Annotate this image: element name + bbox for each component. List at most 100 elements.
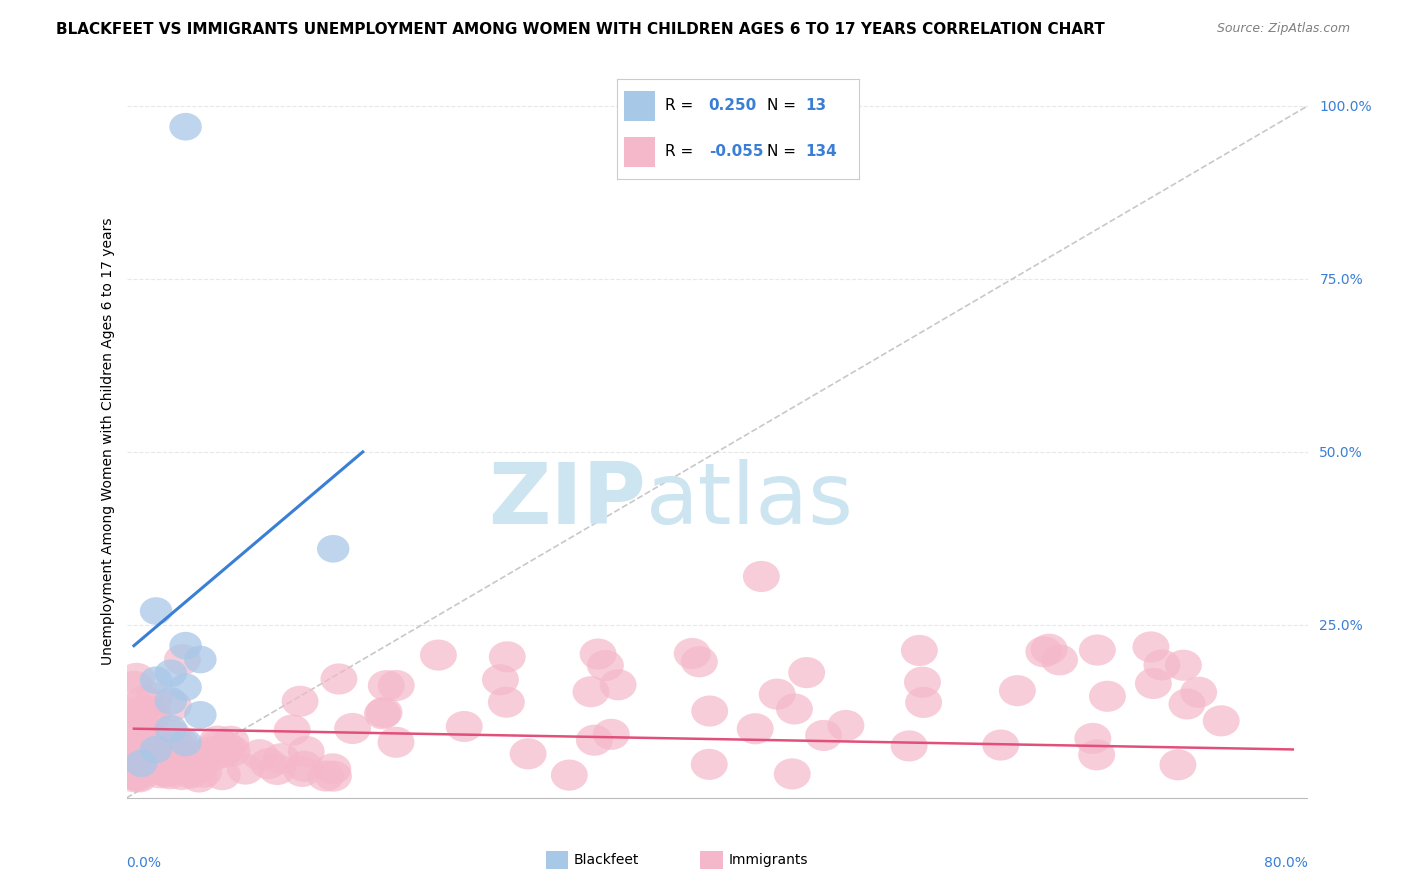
Ellipse shape <box>226 754 264 785</box>
Ellipse shape <box>121 761 157 792</box>
Ellipse shape <box>1166 649 1202 681</box>
Ellipse shape <box>1180 677 1218 708</box>
Ellipse shape <box>1160 749 1197 780</box>
Ellipse shape <box>115 733 153 764</box>
Ellipse shape <box>115 729 152 760</box>
Ellipse shape <box>579 639 617 670</box>
Ellipse shape <box>593 719 630 750</box>
Text: 80.0%: 80.0% <box>1264 856 1308 870</box>
Ellipse shape <box>142 757 179 789</box>
Ellipse shape <box>281 686 319 717</box>
Ellipse shape <box>692 696 728 727</box>
Ellipse shape <box>128 701 165 732</box>
Ellipse shape <box>1074 723 1111 754</box>
Ellipse shape <box>115 759 152 790</box>
Ellipse shape <box>335 713 371 744</box>
Ellipse shape <box>315 761 352 792</box>
Ellipse shape <box>904 666 941 698</box>
Ellipse shape <box>1135 668 1171 699</box>
Text: BLACKFEET VS IMMIGRANTS UNEMPLOYMENT AMONG WOMEN WITH CHILDREN AGES 6 TO 17 YEAR: BLACKFEET VS IMMIGRANTS UNEMPLOYMENT AMO… <box>56 22 1105 37</box>
Ellipse shape <box>143 754 181 785</box>
Ellipse shape <box>737 714 773 744</box>
Ellipse shape <box>681 646 718 677</box>
Ellipse shape <box>128 731 166 762</box>
Ellipse shape <box>115 758 152 789</box>
Ellipse shape <box>115 671 152 702</box>
Ellipse shape <box>482 665 519 695</box>
Ellipse shape <box>1078 739 1115 771</box>
Ellipse shape <box>1090 681 1126 712</box>
Ellipse shape <box>115 756 152 788</box>
Ellipse shape <box>828 710 865 741</box>
Ellipse shape <box>169 632 202 659</box>
Ellipse shape <box>121 698 157 730</box>
Ellipse shape <box>142 755 179 786</box>
Ellipse shape <box>789 657 825 689</box>
Text: 0.0%: 0.0% <box>127 856 162 870</box>
Ellipse shape <box>115 755 152 786</box>
Ellipse shape <box>184 701 217 729</box>
Ellipse shape <box>195 739 232 771</box>
Ellipse shape <box>138 750 174 781</box>
Ellipse shape <box>806 720 842 751</box>
Ellipse shape <box>139 598 173 625</box>
Ellipse shape <box>129 696 166 727</box>
Ellipse shape <box>285 751 323 782</box>
Ellipse shape <box>776 693 813 724</box>
Ellipse shape <box>509 739 547 770</box>
Ellipse shape <box>169 673 202 701</box>
Ellipse shape <box>208 731 245 763</box>
Ellipse shape <box>139 736 173 764</box>
Text: ZIP: ZIP <box>488 459 647 542</box>
Ellipse shape <box>134 698 172 730</box>
Ellipse shape <box>905 687 942 718</box>
Ellipse shape <box>163 759 200 790</box>
Ellipse shape <box>169 729 202 756</box>
Ellipse shape <box>1078 634 1116 665</box>
Ellipse shape <box>162 734 198 765</box>
Ellipse shape <box>131 734 169 765</box>
Ellipse shape <box>162 728 198 759</box>
Ellipse shape <box>1168 689 1205 720</box>
Ellipse shape <box>315 754 352 784</box>
Ellipse shape <box>316 535 350 563</box>
Ellipse shape <box>120 704 157 735</box>
Ellipse shape <box>259 754 295 785</box>
Ellipse shape <box>759 679 796 710</box>
Ellipse shape <box>117 733 155 764</box>
Ellipse shape <box>366 697 402 728</box>
Ellipse shape <box>1202 706 1240 737</box>
Ellipse shape <box>378 727 415 758</box>
Ellipse shape <box>1132 632 1170 663</box>
Ellipse shape <box>115 751 152 782</box>
Text: atlas: atlas <box>647 459 855 542</box>
Ellipse shape <box>983 730 1019 761</box>
Ellipse shape <box>690 748 728 780</box>
Ellipse shape <box>121 749 157 780</box>
Ellipse shape <box>599 669 637 700</box>
Ellipse shape <box>1025 636 1063 667</box>
Ellipse shape <box>115 761 152 792</box>
Ellipse shape <box>307 760 344 791</box>
Ellipse shape <box>169 113 202 141</box>
Ellipse shape <box>122 742 159 773</box>
Ellipse shape <box>184 646 217 673</box>
Text: Source: ZipAtlas.com: Source: ZipAtlas.com <box>1216 22 1350 36</box>
Ellipse shape <box>128 743 166 774</box>
Ellipse shape <box>180 762 218 793</box>
Ellipse shape <box>176 741 214 772</box>
Ellipse shape <box>551 759 588 790</box>
Ellipse shape <box>165 644 201 675</box>
Ellipse shape <box>378 670 415 701</box>
Ellipse shape <box>135 732 172 764</box>
Ellipse shape <box>139 666 173 694</box>
Ellipse shape <box>572 676 609 707</box>
Ellipse shape <box>773 758 811 789</box>
Ellipse shape <box>118 749 155 780</box>
Ellipse shape <box>198 725 236 756</box>
Ellipse shape <box>901 635 938 666</box>
Ellipse shape <box>205 737 243 768</box>
Ellipse shape <box>368 670 405 701</box>
Ellipse shape <box>321 664 357 695</box>
Ellipse shape <box>125 749 157 777</box>
